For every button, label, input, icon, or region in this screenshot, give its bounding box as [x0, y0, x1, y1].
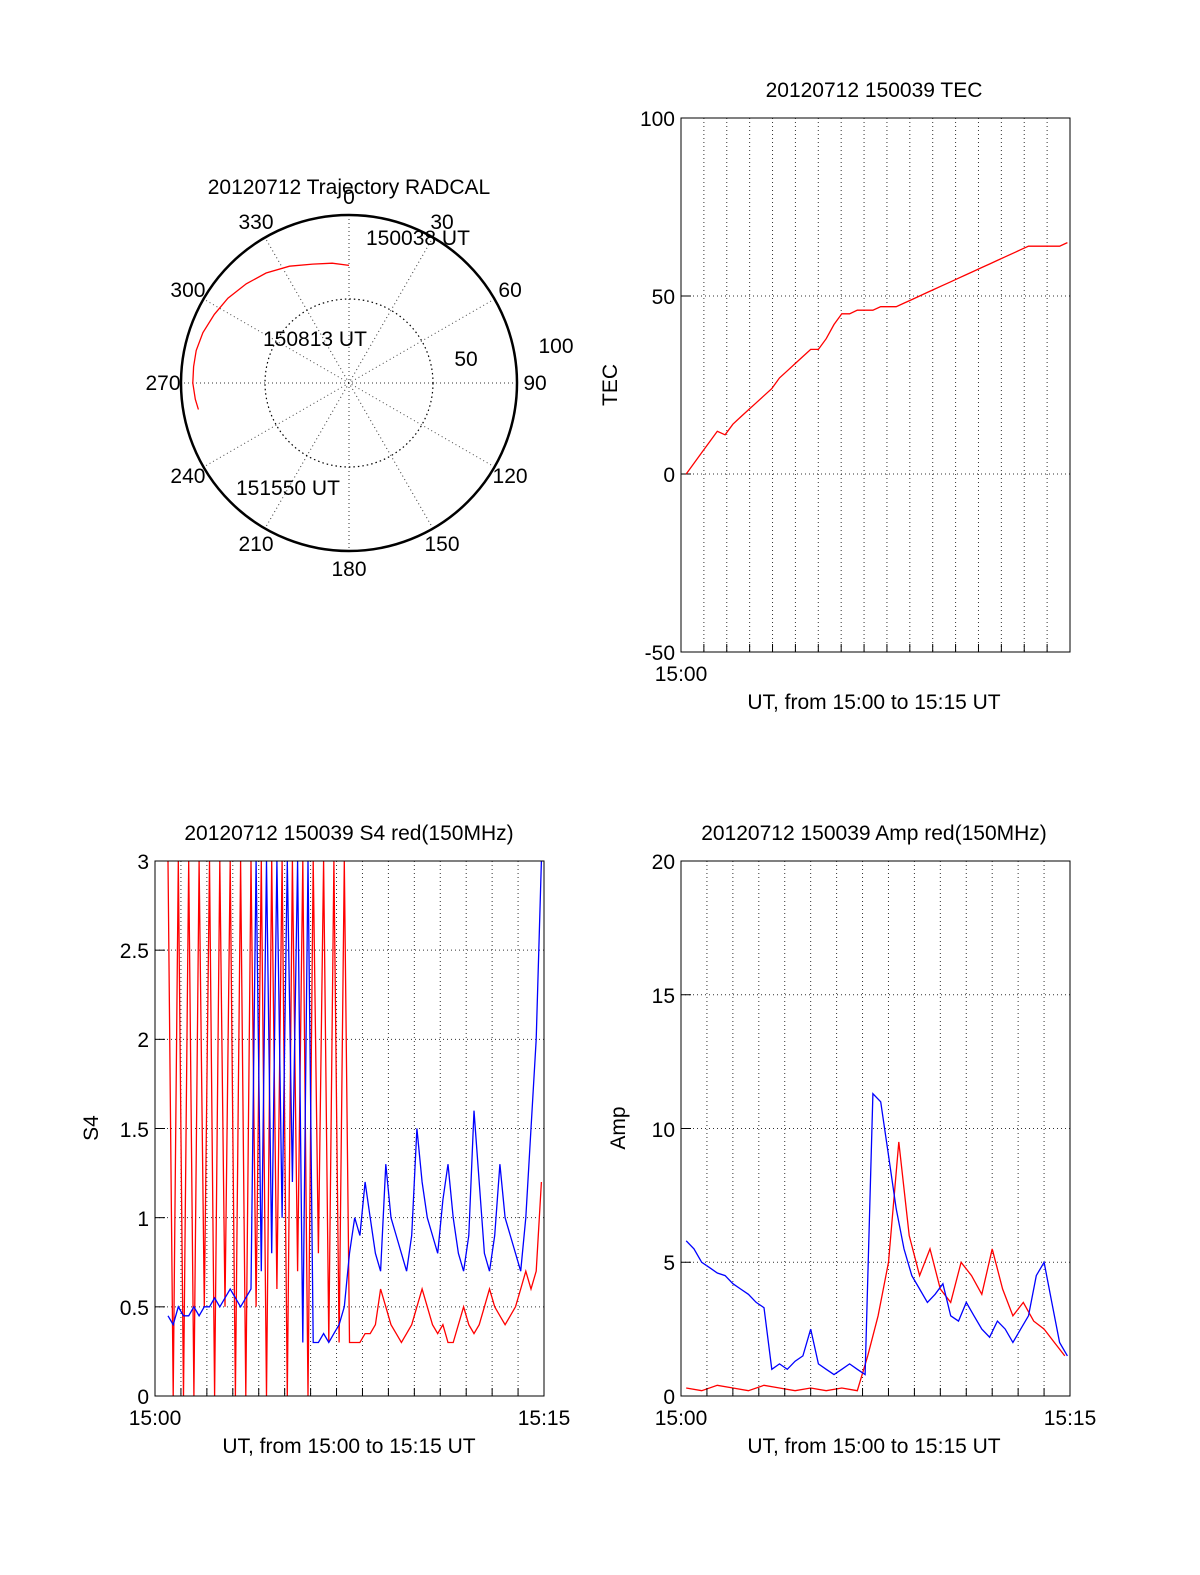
- amp-ylabel: Amp: [607, 1106, 630, 1149]
- tec-title: 20120712 150039 TEC: [766, 79, 983, 102]
- s4-ytick-2.5: 2.5: [120, 940, 149, 963]
- s4-xtick-1500: 15:00: [129, 1407, 182, 1430]
- tec-gridlines: [681, 118, 1070, 652]
- polar-angle-label-120: 120: [493, 465, 528, 488]
- amp-ytick-15: 15: [652, 985, 675, 1008]
- amp-red-series: [686, 1141, 1066, 1392]
- polar-angle-label-210: 210: [238, 533, 273, 556]
- polar-angle-label-60: 60: [498, 279, 521, 302]
- amp-gridlines: [681, 861, 1070, 1396]
- tec-xtick-1500: 15:00: [655, 663, 708, 686]
- tec-panel: 20120712 150039 TEC 100 50 0 -50 15:00 U…: [599, 79, 1071, 714]
- polar-annotation-mid: 150813 UT: [263, 328, 367, 351]
- amp-xtick-1515: 15:15: [1044, 1407, 1097, 1430]
- polar-angle-label-180: 180: [331, 558, 366, 581]
- polar-angle-label-150: 150: [424, 533, 459, 556]
- amp-panel: 20120712 150039 Amp red(150MHz) 20 15 10…: [607, 822, 1096, 1458]
- polar-ring-label-100: 100: [538, 335, 573, 358]
- polar-angle-label-240: 240: [170, 465, 205, 488]
- tec-ticks: [681, 117, 1048, 653]
- tec-plot-frame: [680, 117, 1071, 653]
- s4-xlabel: UT, from 15:00 to 15:15 UT: [222, 1435, 475, 1458]
- s4-ytick-3: 3: [137, 851, 149, 874]
- amp-title: 20120712 150039 Amp red(150MHz): [701, 822, 1047, 845]
- s4-ytick-2: 2: [137, 1029, 149, 1052]
- tec-ytick-50: 50: [652, 286, 675, 309]
- polar-angle-label-330: 330: [238, 211, 273, 234]
- polar-angle-label-300: 300: [170, 279, 205, 302]
- tec-series-line: [685, 242, 1068, 475]
- polar-panel: 20120712 Trajectory RADCAL 0 30 60 90 120 150…: [145, 176, 573, 581]
- polar-trajectory-line: [192, 262, 350, 410]
- s4-ticks: [155, 860, 519, 1397]
- polar-annotation-start: 150038 UT: [366, 227, 470, 250]
- tec-ylabel: TEC: [599, 364, 622, 406]
- s4-panel: 20120712 150039 S4 red(150MHz) 3 2.5 2 1…: [80, 822, 570, 1458]
- tec-xlabel: UT, from 15:00 to 15:15 UT: [747, 691, 1000, 714]
- s4-xtick-1515: 15:15: [518, 1407, 571, 1430]
- amp-ytick-5: 5: [663, 1252, 675, 1275]
- s4-red-series: [167, 860, 543, 1397]
- s4-blue-series: [167, 860, 543, 1344]
- polar-spokes: [181, 215, 517, 551]
- polar-angle-labels: 0 30 60 90 120 150 180 210 240 270 300 330: [145, 186, 546, 581]
- polar-spoke-150: [264, 237, 434, 529]
- tec-ytick-neg50: -50: [645, 642, 675, 665]
- s4-ylabel: S4: [80, 1115, 103, 1141]
- amp-plot-frame: [680, 860, 1071, 1397]
- s4-ytick-0.5: 0.5: [120, 1297, 149, 1320]
- amp-ytick-20: 20: [652, 851, 675, 874]
- polar-angle-label-90: 90: [523, 372, 546, 395]
- polar-angle-label-30: 30: [430, 211, 453, 234]
- s4-title: 20120712 150039 S4 red(150MHz): [184, 822, 513, 845]
- s4-ytick-1.5: 1.5: [120, 1119, 149, 1142]
- amp-ytick-0: 0: [663, 1386, 675, 1409]
- tec-ytick-100: 100: [640, 108, 675, 131]
- polar-ring-label-50: 50: [454, 348, 477, 371]
- polar-angle-label-0: 0: [343, 186, 355, 209]
- amp-blue-series: [685, 1092, 1068, 1376]
- amp-ytick-10: 10: [652, 1119, 675, 1142]
- s4-ytick-0: 0: [137, 1386, 149, 1409]
- s4-ytick-1: 1: [137, 1208, 149, 1231]
- amp-ticks: [681, 860, 1045, 1397]
- polar-angle-label-270: 270: [145, 372, 180, 395]
- polar-title: 20120712 Trajectory RADCAL: [208, 176, 491, 199]
- amp-xtick-1500: 15:00: [655, 1407, 708, 1430]
- polar-annotation-end: 151550 UT: [236, 477, 340, 500]
- amp-xlabel: UT, from 15:00 to 15:15 UT: [747, 1435, 1000, 1458]
- tec-ytick-0: 0: [663, 464, 675, 487]
